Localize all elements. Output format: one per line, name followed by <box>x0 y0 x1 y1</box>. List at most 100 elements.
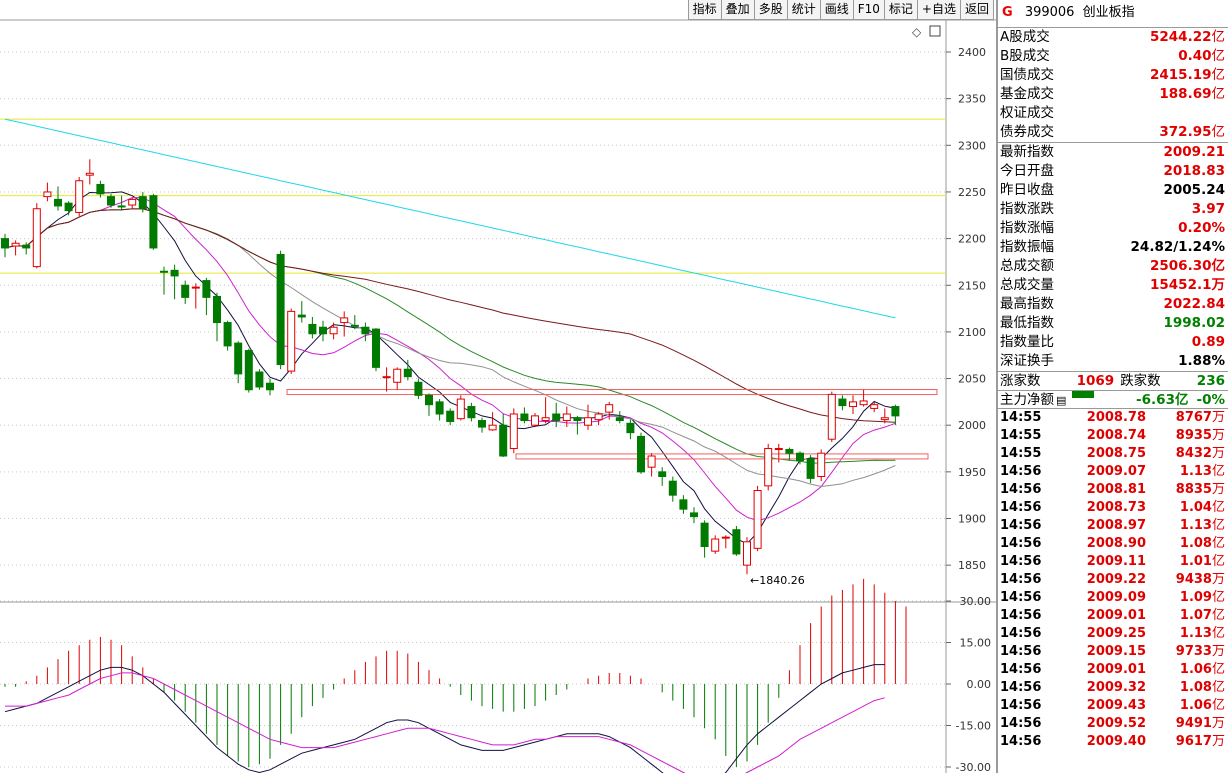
candle-body <box>849 401 857 408</box>
y-tick-label: 15.00 <box>960 637 992 650</box>
candle-body <box>308 323 317 335</box>
tick-volume-value: 1.06 <box>1179 698 1212 713</box>
candle-body <box>276 253 285 366</box>
window-toggle-icon <box>929 25 941 37</box>
stat-value: 2506.30亿 <box>1150 258 1225 274</box>
breadth-row: 涨家数 1069 跌家数 236 <box>998 371 1228 390</box>
index-stats-section: 最新指数 2009.21 今日开盘 2018.83 昨日收盘 2005.24 指数涨跌 3.9… <box>998 142 1228 371</box>
main-flow-value: -6.63亿 <box>1136 392 1189 408</box>
tick-volume-value: 1.09 <box>1179 590 1212 605</box>
stat-value: 1.88% <box>1178 353 1225 369</box>
y-tick-label: 1900 <box>958 513 986 526</box>
diamond-icon: ◇ <box>912 25 922 39</box>
resistance-band <box>286 389 938 396</box>
stat-label: 指数涨跌 <box>1000 201 1054 217</box>
candle-body <box>138 196 147 210</box>
candle-body <box>403 368 412 378</box>
candle-body <box>870 404 879 409</box>
tick-volume-unit: 亿 <box>1211 662 1225 677</box>
toolbar-button[interactable]: 多股 <box>754 0 788 20</box>
candle-body <box>446 410 455 422</box>
turnover-value: 2415.19亿 <box>1150 66 1225 85</box>
toolbar-button[interactable]: +自选 <box>917 0 961 20</box>
tick-row: 14:56 2008.73 1.04亿 <box>998 499 1228 517</box>
candle-body <box>266 382 274 391</box>
candle-body <box>732 529 741 555</box>
tick-volume-value: 1.01 <box>1179 554 1212 569</box>
toolbar-button[interactable]: 统计 <box>787 0 821 20</box>
tick-volume-value: 1.06 <box>1179 662 1212 677</box>
tick-time: 14:56 <box>1000 518 1042 533</box>
tick-volume: 8835万 <box>1146 481 1228 499</box>
turnover-label: A股成交 <box>1000 29 1050 45</box>
candle-body <box>827 393 836 440</box>
toolbar-button[interactable]: 返回 <box>960 0 994 20</box>
tick-volume-value: 1.08 <box>1179 536 1212 551</box>
candle-body <box>160 270 168 273</box>
y-tick-label: 2100 <box>958 326 986 339</box>
toolbar-button[interactable]: 标记 <box>884 0 918 20</box>
stat-row: 昨日收盘 2005.24 <box>998 181 1228 200</box>
tick-price: 2009.09 <box>1086 590 1146 605</box>
candle-body <box>75 180 84 213</box>
tick-list[interactable]: 14:55 2008.78 8767万 14:55 2008.74 8935万 14:55 2… <box>998 409 1228 751</box>
stat-value: 3.97 <box>1191 201 1225 217</box>
dea-line <box>5 672 885 773</box>
tick-volume: 9438万 <box>1146 571 1228 589</box>
toolbar-button[interactable]: F10 <box>853 0 885 20</box>
tick-price: 2008.74 <box>1086 428 1146 443</box>
tick-row: 14:56 2008.90 1.08亿 <box>998 535 1228 553</box>
tick-volume: 1.13亿 <box>1146 463 1228 481</box>
toolbar-button[interactable]: 叠加 <box>721 0 755 20</box>
turnover-value: 0.40亿 <box>1178 47 1225 66</box>
candle-body <box>700 522 709 547</box>
tick-row: 14:55 2008.74 8935万 <box>998 427 1228 445</box>
kline-chart-area[interactable]: 2400 2350 2300 2250 2200 2150 2100 2050 2000 1950… <box>0 0 996 773</box>
moving-average-line <box>4 208 896 488</box>
candle-body <box>467 406 476 419</box>
tick-row: 14:56 2008.81 8835万 <box>998 481 1228 499</box>
turnover-amount: 5244.22 <box>1150 29 1212 45</box>
tick-volume-unit: 亿 <box>1211 536 1225 551</box>
toolbar-button[interactable]: 画线 <box>820 0 854 20</box>
stat-label: 昨日收盘 <box>1000 182 1054 198</box>
stat-value: 0.20% <box>1178 220 1225 236</box>
y-tick-label: 0.00 <box>967 678 992 691</box>
tick-volume: 9733万 <box>1146 643 1228 661</box>
stat-row: 最新指数 2009.21 <box>998 143 1228 162</box>
kline-chart[interactable]: 2400 2350 2300 2250 2200 2150 2100 2050 2000 1950… <box>0 0 996 773</box>
moving-average-line <box>4 191 896 545</box>
tick-price: 2009.01 <box>1086 608 1146 623</box>
stat-row: 深证换手 1.88% <box>998 352 1228 371</box>
security-header: G 399006 创业板指 <box>998 0 1228 28</box>
stat-row: 指数涨幅 0.20% <box>998 219 1228 238</box>
moving-average-line <box>4 197 896 522</box>
main-flow-row: 主力净额 ▤ -6.63亿 -0% <box>998 390 1228 409</box>
turnover-row: A股成交 5244.22亿 <box>998 28 1228 47</box>
tick-row: 14:56 2008.97 1.13亿 <box>998 517 1228 535</box>
candle-body <box>817 452 826 478</box>
market-flag: G <box>1002 5 1013 20</box>
toolbar-button[interactable]: 指标 <box>688 0 722 20</box>
list-icon[interactable]: ▤ <box>1056 394 1067 407</box>
tick-volume-value: 1.04 <box>1179 500 1212 515</box>
candle-body <box>372 328 380 368</box>
tick-volume-unit: 亿 <box>1211 626 1225 641</box>
turnover-row: 权证成交 <box>998 104 1228 123</box>
turnover-unit: 亿 <box>1211 29 1226 45</box>
candle-body <box>64 202 73 212</box>
candle-body <box>43 191 52 198</box>
stat-value: 2005.24 <box>1163 182 1226 198</box>
candle-body <box>891 406 900 417</box>
tick-time: 14:56 <box>1000 626 1042 641</box>
tick-volume-value: 8767 <box>1175 410 1212 425</box>
candle-body <box>594 413 603 421</box>
low-price-label: ←1840.26 <box>750 574 805 587</box>
tick-time: 14:56 <box>1000 662 1042 677</box>
candle-body <box>107 196 115 206</box>
candle-body <box>234 342 243 375</box>
candle-body <box>340 317 349 324</box>
main-flow-pct: -0% <box>1196 392 1225 408</box>
dif-line <box>4 664 885 773</box>
stat-label: 总成交量 <box>1000 277 1054 293</box>
